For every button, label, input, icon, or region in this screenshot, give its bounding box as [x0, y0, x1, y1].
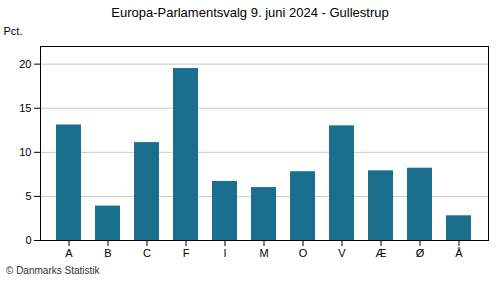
svg-text:5: 5: [25, 190, 31, 202]
svg-text:C: C: [143, 247, 151, 259]
svg-text:O: O: [299, 247, 308, 259]
svg-text:I: I: [223, 247, 226, 259]
svg-text:10: 10: [19, 146, 31, 158]
svg-text:Ø: Ø: [416, 247, 425, 259]
svg-text:Æ: Æ: [376, 247, 387, 259]
svg-text:A: A: [65, 247, 73, 259]
svg-text:Pct.: Pct.: [4, 25, 23, 37]
svg-text:15: 15: [19, 102, 31, 114]
svg-text:Å: Å: [455, 247, 463, 259]
html-text:© Danmarks Statistik: © Danmarks Statistik: [6, 265, 100, 276]
svg-text:20: 20: [19, 58, 31, 70]
svg-text:0: 0: [25, 234, 31, 246]
svg-text:V: V: [338, 247, 346, 259]
svg-text:B: B: [104, 247, 111, 259]
svg-text:M: M: [259, 247, 268, 259]
html-text:Europa-Parlamentsvalg 9. juni: Europa-Parlamentsvalg 9. juni 2024 - Gul…: [111, 5, 389, 20]
svg-text:F: F: [183, 247, 190, 259]
